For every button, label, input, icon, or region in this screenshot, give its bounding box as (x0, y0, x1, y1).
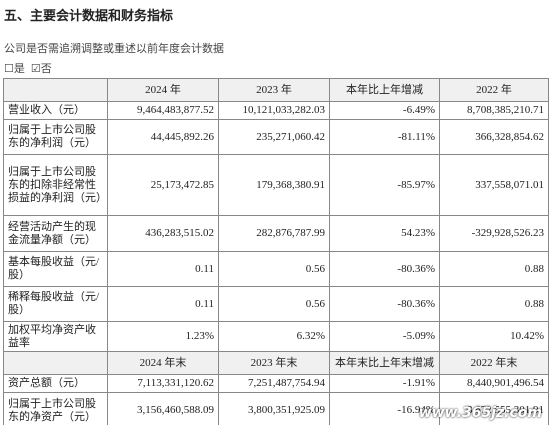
cell: 资产总额（元） (3, 374, 108, 393)
cell: -6.49% (329, 101, 440, 120)
heading: 五、主要会计数据和财务指标 (4, 9, 174, 24)
cell: 44,445,892.26 (107, 119, 219, 155)
cell: 经营活动产生的现金流量净额（元） (3, 215, 108, 252)
cell: 10.42% (439, 321, 549, 352)
table-row: 经营活动产生的现金流量净额（元） 436,283,515.02 282,876,78… (3, 215, 549, 252)
cell: 7,251,487,754.94 (218, 374, 330, 393)
cell: 337,558,071.01 (439, 154, 549, 216)
cell: 7,113,331,120.62 (107, 374, 219, 393)
cell: 0.88 (439, 251, 549, 287)
cell: 基本每股收益（元/股） (3, 251, 108, 287)
cell: 归属于上市公司股东的扣除非经常性损益的净利润（元） (3, 154, 108, 216)
table-row: 归属于上市公司股东的净资产（元） 3,156,460,588.09 3,800,35… (3, 392, 549, 425)
header-row: 2024 年末 2023 年末 本年末比上年末增减 2022 年末 (3, 351, 549, 375)
cell: -81.11% (329, 119, 440, 155)
header-cell: 2023 年末 (218, 351, 330, 375)
header-cell: 2023 年 (218, 78, 330, 102)
cell: -5.09% (329, 321, 440, 352)
options: ☐是 ☑否 (4, 60, 58, 76)
header-cell (3, 78, 108, 102)
header-cell: 2024 年 (107, 78, 219, 102)
table-row: 归属于上市公司股东的扣除非经常性损益的净利润（元） 25,173,472.85 17… (3, 154, 549, 216)
cell: 0.11 (107, 251, 219, 287)
cell: 3,156,460,588.09 (107, 392, 219, 425)
cell: -85.97% (329, 154, 440, 216)
table-row: 基本每股收益（元/股） 0.11 0.56 -80.36% 0.88 (3, 251, 549, 287)
cell: 25,173,472.85 (107, 154, 219, 216)
note: 公司是否需追溯调整或重述以前年度会计数据 (4, 43, 224, 55)
cell: 加权平均净资产收益率 (3, 321, 108, 352)
cell: 3,800,351,925.09 (218, 392, 330, 425)
cell: 6.32% (218, 321, 330, 352)
cell: 10,121,033,282.03 (218, 101, 330, 120)
cell: 179,368,380.91 (218, 154, 330, 216)
option: ☑否 (30, 63, 52, 75)
cell: 9,464,483,877.52 (107, 101, 219, 120)
cell: 8,708,385,210.71 (439, 101, 549, 120)
cell: 366,328,854.62 (439, 119, 549, 155)
financial-table: 2024 年 2023 年本年比上年增减 2022 年营业收入（元） 9,464,48… (3, 78, 549, 425)
table-row: 加权平均净资产收益率 1.23% 6.32% -5.09% 10.42% (3, 321, 549, 352)
cell: 0.56 (218, 251, 330, 287)
cell: -1.91% (329, 374, 440, 393)
cell: 归属于上市公司股东的净利润（元） (3, 119, 108, 155)
cell: 54.23% (329, 215, 440, 252)
cell: 1.23% (107, 321, 219, 352)
header-cell: 2022 年 (439, 78, 549, 102)
cell: 235,271,060.42 (218, 119, 330, 155)
cell: 0.11 (107, 286, 219, 322)
header-cell: 本年末比上年末增减 (329, 351, 440, 375)
cell: 3,672,555,301.91 (439, 392, 549, 425)
cell: 0.56 (218, 286, 330, 322)
cell: -80.36% (329, 286, 440, 322)
cell: -16.94% (329, 392, 440, 425)
table-row: 归属于上市公司股东的净利润（元） 44,445,892.26 235,271,060… (3, 119, 549, 155)
table-row: 营业收入（元） 9,464,483,877.52 10,121,033,282.03… (3, 101, 549, 120)
table-row: 稀释每股收益（元/股） 0.11 0.56 -80.36% 0.88 (3, 286, 549, 322)
cell: 稀释每股收益（元/股） (3, 286, 108, 322)
header-row: 2024 年 2023 年本年比上年增减 2022 年 (3, 78, 549, 102)
cell: 282,876,787.99 (218, 215, 330, 252)
header-cell: 2022 年末 (439, 351, 549, 375)
cell: 营业收入（元） (3, 101, 108, 120)
table-row: 资产总额（元） 7,113,331,120.62 7,251,487,754.94-… (3, 374, 549, 393)
watermark: www.365jz.com (418, 405, 542, 421)
cell: 归属于上市公司股东的净资产（元） (3, 392, 108, 425)
cell: -80.36% (329, 251, 440, 287)
cell: 0.88 (439, 286, 549, 322)
cell: -329,928,526.23 (439, 215, 549, 252)
cell: 8,440,901,496.54 (439, 374, 549, 393)
header-cell: 2024 年末 (107, 351, 219, 375)
cell: 436,283,515.02 (107, 215, 219, 252)
header-cell (3, 351, 108, 375)
header-cell: 本年比上年增减 (329, 78, 440, 102)
option: ☐是 (4, 63, 25, 75)
